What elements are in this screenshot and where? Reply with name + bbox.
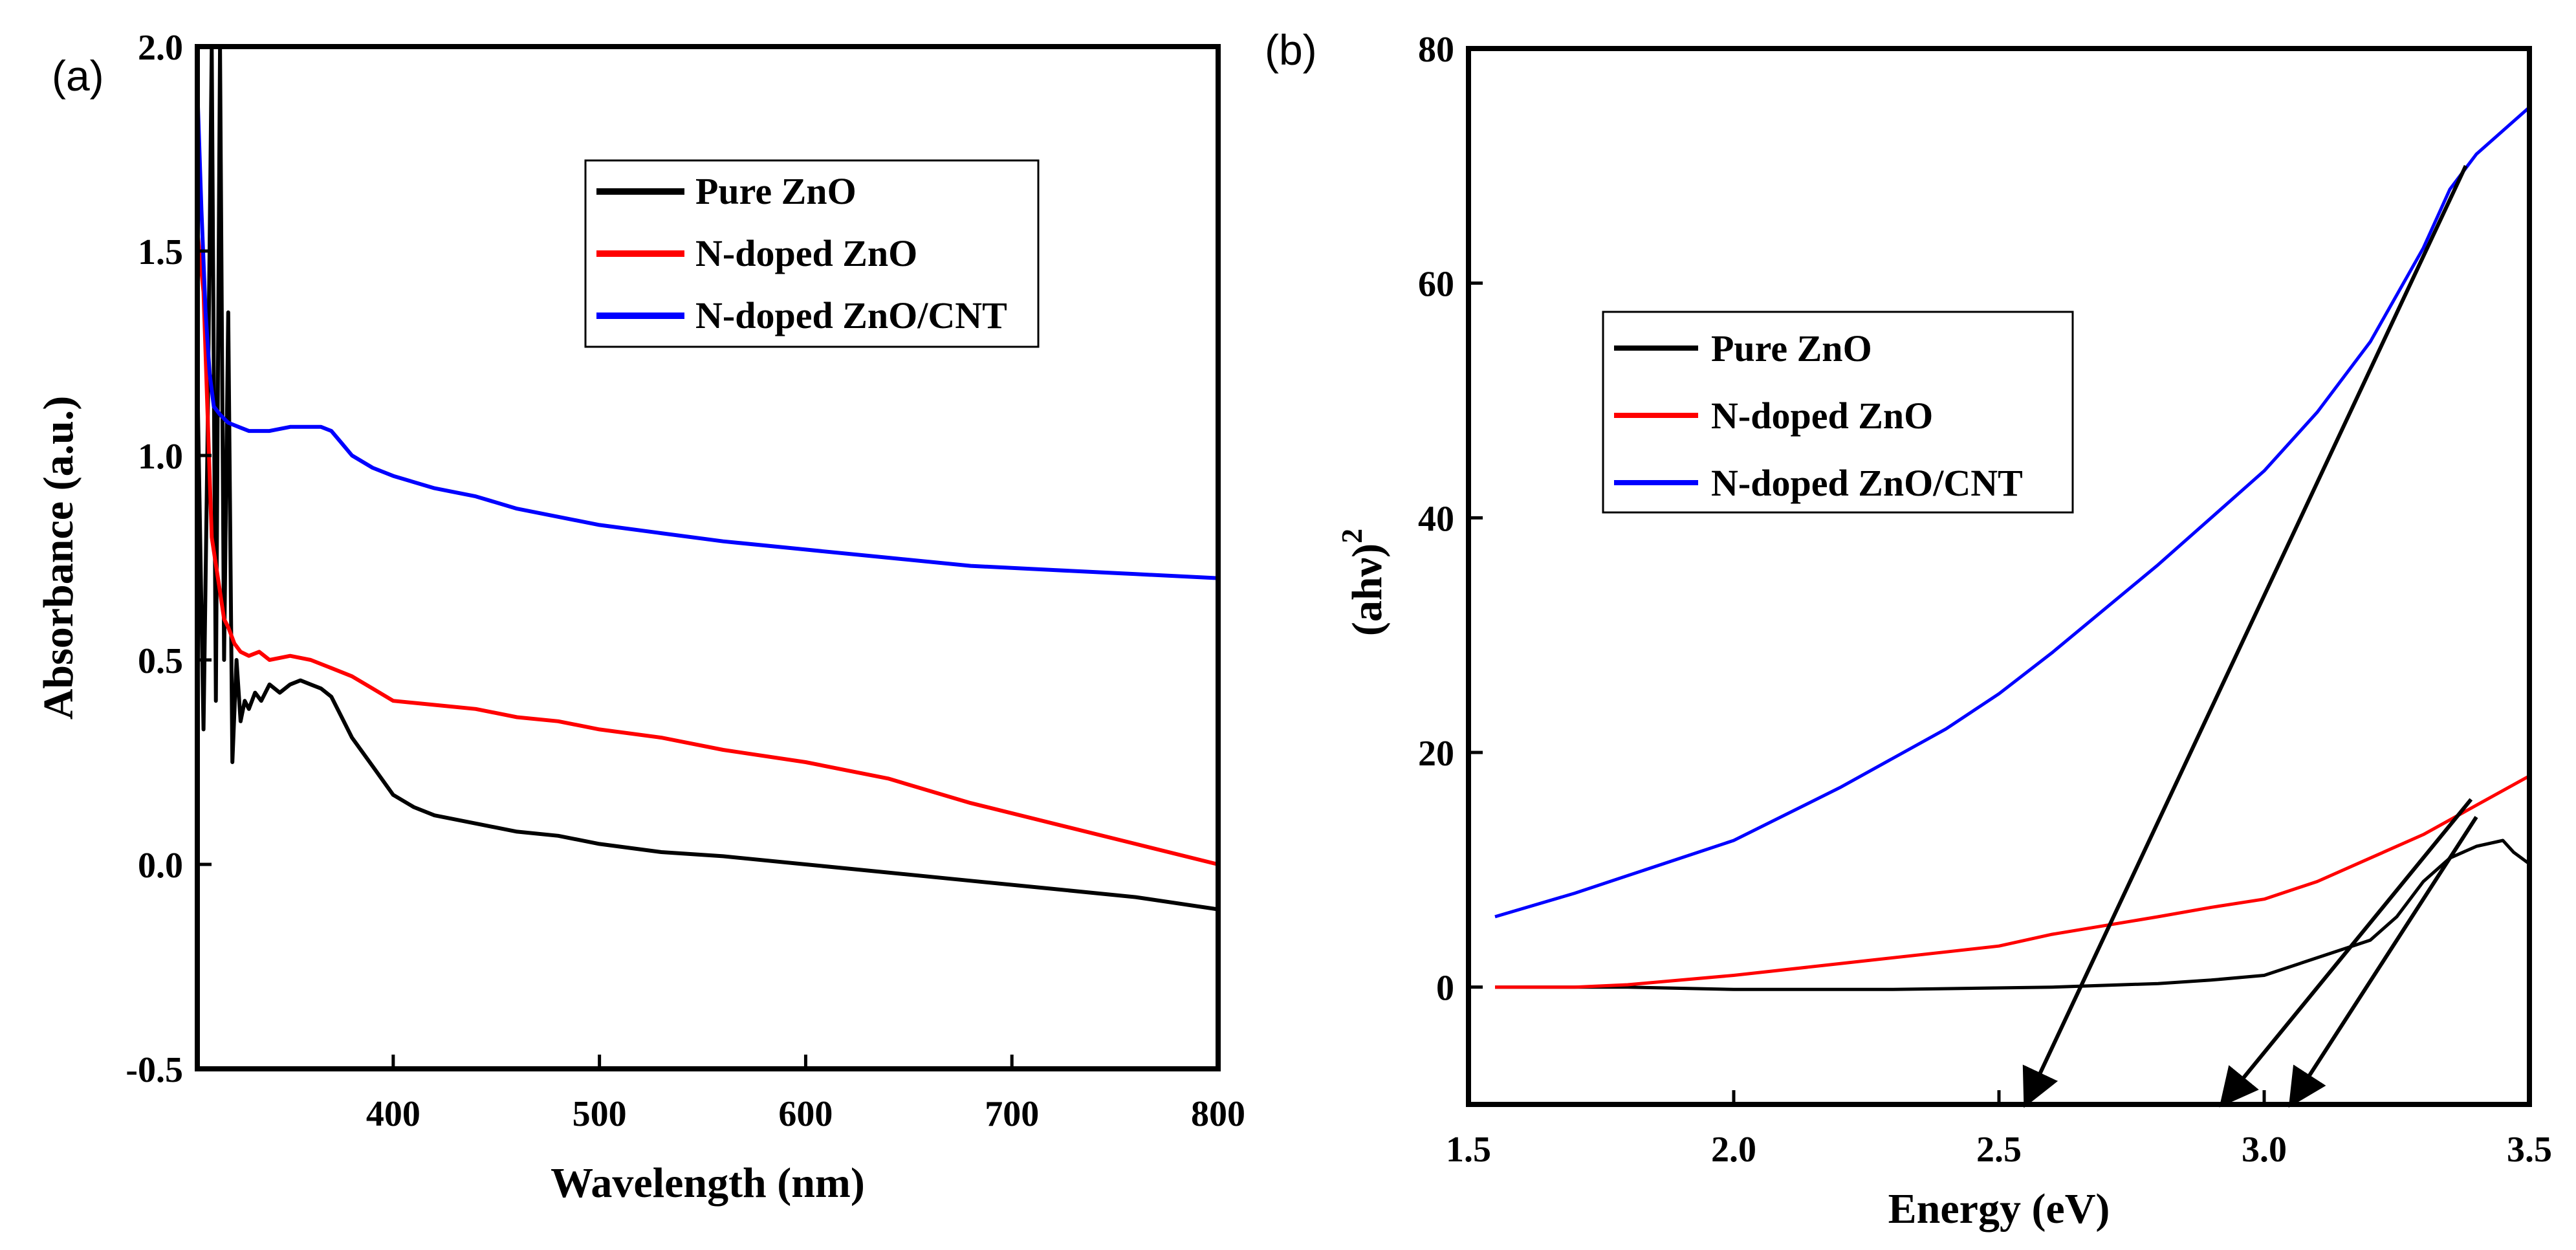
x-tick-label-a-0: 400 — [366, 1094, 420, 1134]
legend-label-a-1: N-doped ZnO — [695, 232, 917, 274]
legend-label-a-0: Pure ZnO — [695, 170, 857, 212]
ticks-group-a: 400 500 600 700 800 -0.5 0.0 0.5 1.0 1.5 2.0 — [126, 28, 1245, 1134]
y-axis-title-a: Absorbance (a.u.) — [35, 396, 82, 720]
series-line-a-2 — [195, 87, 1219, 580]
y-axis-title-b-main: (ahν) — [1344, 543, 1391, 636]
legend-label-b-1: N-doped ZnO — [1711, 395, 1933, 437]
y-axis-title-b-sup: 2 — [1335, 529, 1368, 543]
series-group-b — [1494, 105, 2531, 991]
x-tick-label-b-3: 3.0 — [2242, 1130, 2287, 1170]
y-tick-label-b-0: 0 — [1436, 969, 1454, 1009]
legend-label-b-0: Pure ZnO — [1711, 327, 1872, 369]
y-tick-label-a-0: -0.5 — [126, 1050, 183, 1090]
legend-a: Pure ZnO N-doped ZnO N-doped ZnO/CNT — [584, 159, 1040, 348]
y-tick-label-b-1: 20 — [1418, 734, 1454, 774]
ticks-group-b: 1.5 2.0 2.5 3.0 3.5 0 20 40 60 80 — [1418, 30, 2552, 1170]
y-tick-label-a-1: 0.0 — [138, 846, 183, 886]
y-tick-label-b-2: 40 — [1418, 499, 1454, 539]
x-axis-title-b: Energy (eV) — [1888, 1185, 2110, 1233]
legend-b: Pure ZnO N-doped ZnO N-doped ZnO/CNT — [1602, 311, 2074, 514]
series-line-a-0 — [195, 45, 1219, 912]
series-line-b-0 — [1495, 839, 2531, 991]
y-axis-title-b: (ahν)2 — [1335, 529, 1391, 636]
panel-label-a: (a) — [52, 52, 104, 100]
y-tick-label-a-4: 1.5 — [138, 232, 183, 272]
x-tick-label-b-0: 1.5 — [1446, 1130, 1491, 1170]
x-tick-label-a-4: 800 — [1191, 1094, 1245, 1134]
tangent-arrow-b-0 — [2022, 165, 2468, 1108]
x-tick-label-b-2: 2.5 — [1976, 1130, 2022, 1170]
x-tick-label-b-1: 2.0 — [1711, 1130, 1756, 1170]
chart-panel-b: (b) 1.5 2.0 2.5 3.0 3.5 0 20 40 60 80 Energy (eV)… — [1265, 26, 2552, 1233]
y-tick-label-a-2: 0.5 — [138, 641, 183, 681]
panel-label-b: (b) — [1265, 26, 1317, 74]
x-tick-label-a-1: 500 — [573, 1094, 627, 1134]
legend-label-b-2: N-doped ZnO/CNT — [1711, 462, 2023, 504]
legend-box-b — [1602, 311, 2074, 514]
x-tick-label-a-2: 600 — [778, 1094, 833, 1134]
plot-frame-a — [195, 44, 1221, 1071]
y-tick-label-a-3: 1.0 — [138, 437, 183, 477]
x-tick-label-b-4: 3.5 — [2507, 1130, 2552, 1170]
series-group-a — [195, 45, 1219, 912]
series-line-a-1 — [195, 230, 1219, 866]
legend-label-a-2: N-doped ZnO/CNT — [695, 294, 1007, 336]
y-tick-label-b-4: 80 — [1418, 30, 1454, 70]
x-tick-label-a-3: 700 — [985, 1094, 1039, 1134]
tangent-arrows-b — [2022, 165, 2478, 1108]
tangent-arrow-b-2 — [2288, 816, 2478, 1108]
y-tick-label-b-3: 60 — [1418, 265, 1454, 305]
series-line-b-1 — [1495, 774, 2531, 989]
x-axis-title-a: Wavelength (nm) — [551, 1159, 865, 1207]
chart-panel-a: (a) 400 500 600 700 800 -0.5 0.0 0.5 1.0 1.5 2.0 W… — [35, 28, 1245, 1207]
tangent-arrow-b-1 — [2219, 798, 2473, 1108]
series-line-b-2 — [1494, 105, 2531, 919]
y-tick-label-a-5: 2.0 — [138, 28, 183, 68]
